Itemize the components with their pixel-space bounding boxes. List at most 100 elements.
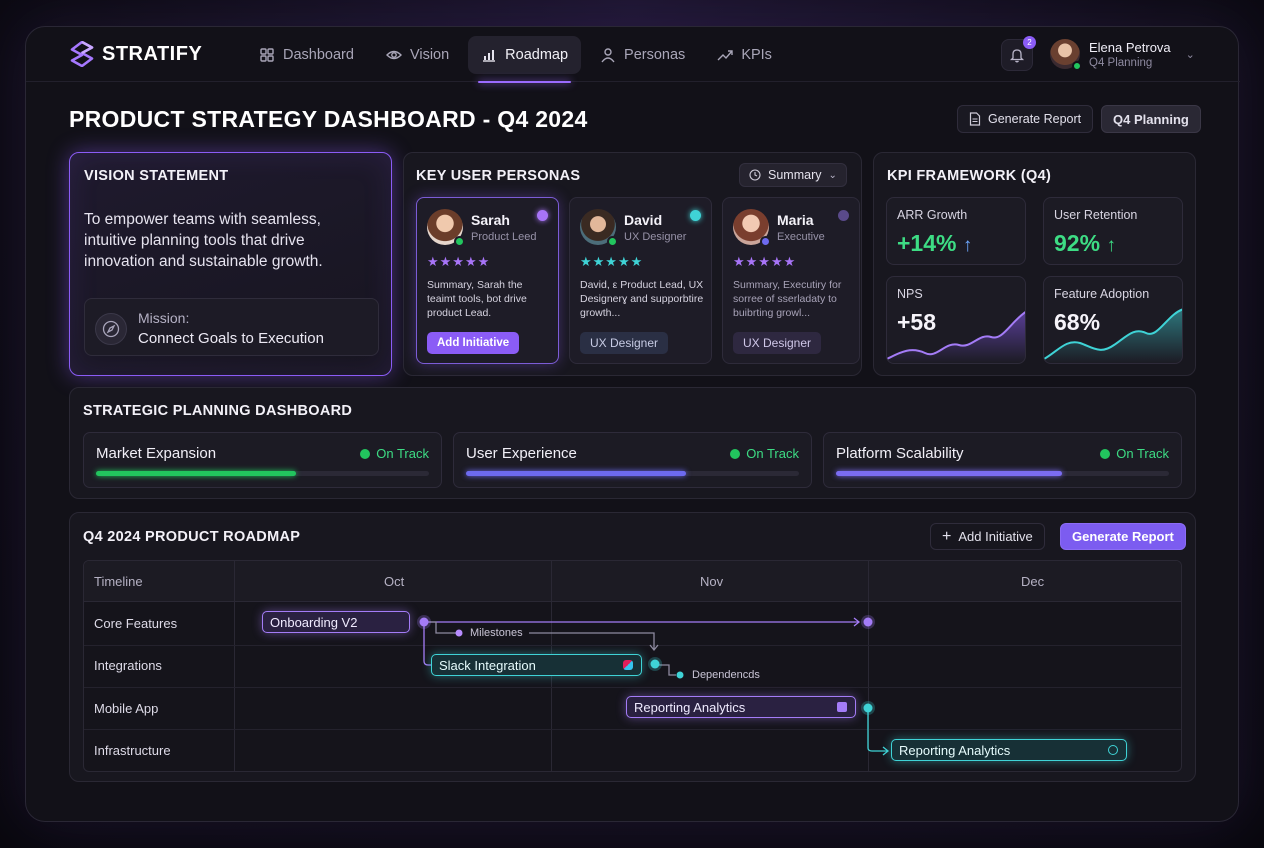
document-icon (969, 112, 981, 126)
roadmap-title: Q4 2024 PRODUCT ROADMAP (83, 529, 301, 545)
chevron-down-icon: ⌄ (828, 169, 837, 181)
eye-icon (385, 50, 402, 60)
persona-badge-icon (690, 210, 701, 221)
kpi-value-text: 92% (1054, 230, 1101, 256)
persona-summary: Summary, Executiry for sorree of sserlad… (733, 279, 842, 319)
chevron-down-icon: ⌄ (1185, 48, 1195, 61)
summary-dropdown[interactable]: Summary ⌄ (739, 163, 847, 187)
personas-card: KEY USER PERSONAS Summary ⌄ Sarah Produc… (403, 152, 862, 376)
roadmap-item-slack-integration[interactable]: Slack Integration (431, 654, 642, 676)
kpi-label: Feature Adoption (1054, 287, 1150, 301)
column-divider (868, 561, 869, 771)
nav-dashboard[interactable]: Dashboard (246, 36, 367, 74)
progress-fill (836, 471, 1063, 476)
persona-card-sarah[interactable]: Sarah Product Leed ★★★★★ Summary, Sarah … (416, 197, 559, 364)
app-window: STRATIFY Dashboard Vision Roadmap Person… (25, 26, 1240, 822)
row-label-integrations: Integrations (94, 658, 162, 673)
mission-label: Mission: (138, 310, 190, 326)
add-initiative-button[interactable]: Add Initiative (427, 332, 520, 354)
persona-card-david[interactable]: David UX Designer ★★★★★ David, ε Product… (569, 197, 712, 364)
kpi-label: ARR Growth (897, 208, 968, 222)
avatar (733, 209, 771, 247)
roadmap-timeline: Timeline Oct Nov Dec Core Features Integ… (83, 560, 1182, 772)
nav-label: KPIs (741, 47, 772, 63)
kpi-tile-nps[interactable]: NPS +58 (886, 276, 1026, 364)
logo[interactable]: STRATIFY (70, 41, 202, 67)
adoption-sparkline (1044, 308, 1182, 363)
notifications-button[interactable]: 2 (1001, 36, 1036, 71)
main-nav: Dashboard Vision Roadmap Personas KPIs (246, 36, 785, 83)
verified-icon (454, 236, 465, 247)
track-name: User Experience (466, 445, 577, 462)
nav-personas[interactable]: Personas (587, 36, 698, 74)
row-label-core-features: Core Features (94, 616, 178, 631)
generate-report-button[interactable]: Generate Report (1060, 523, 1186, 550)
chart-icon (483, 50, 496, 62)
mission-box: Mission: Connect Goals to Execution (84, 298, 379, 356)
online-status-icon (1072, 61, 1082, 71)
vision-card: VISION STATEMENT To empower teams with s… (69, 152, 392, 376)
add-initiative-button[interactable]: + Add Initiative (930, 523, 1045, 550)
roadmap-item-label: Onboarding V2 (270, 614, 358, 630)
kpi-card: KPI FRAMEWORK (Q4) ARR Growth +14% ↑ Use… (873, 152, 1196, 376)
arrow-up-icon: ↑ (1106, 235, 1116, 256)
kpi-value: +58 (897, 309, 937, 335)
user-role: Q4 Planning (1089, 56, 1153, 69)
persona-tag[interactable]: UX Designer (580, 332, 669, 354)
rating-stars: ★★★★★ (733, 254, 797, 269)
track-market-expansion[interactable]: Market Expansion On Track (83, 432, 442, 488)
q4-planning-button[interactable]: Q4 Planning (1101, 105, 1201, 133)
q4-planning-label: Q4 Planning (1113, 111, 1189, 127)
kpi-tile-user-retention[interactable]: User Retention 92% ↑ (1043, 197, 1183, 265)
roadmap-item-reporting-analytics-infra[interactable]: Reporting Analytics (891, 739, 1127, 761)
rating-stars: ★★★★★ (427, 254, 491, 269)
nav-label: Dashboard (283, 47, 354, 63)
progress-bar (466, 471, 799, 476)
kpi-value-text: +14% (897, 230, 957, 256)
progress-bar (836, 471, 1169, 476)
persona-role: Product Leed (471, 231, 537, 243)
track-name: Market Expansion (96, 445, 217, 462)
row-divider (84, 729, 1181, 730)
status-badge: On Track (1100, 446, 1169, 461)
kpi-title: KPI FRAMEWORK (Q4) (887, 168, 1052, 184)
roadmap-item-label: Reporting Analytics (634, 699, 746, 715)
status-badge: On Track (730, 446, 799, 461)
user-menu[interactable]: Elena Petrova Q4 Planning ⌄ (1050, 39, 1195, 71)
status-badge: On Track (360, 446, 429, 461)
clock-icon (749, 169, 761, 181)
persona-badge-icon (537, 210, 548, 221)
nav-vision[interactable]: Vision (373, 36, 462, 74)
nav-label: Roadmap (505, 47, 569, 63)
roadmap-item-label: Slack Integration (439, 657, 536, 673)
kpi-label: User Retention (1054, 208, 1138, 222)
roadmap-item-label: Reporting Analytics (899, 742, 1011, 758)
stratify-logo-icon (70, 41, 94, 67)
dependencies-annotation: Dependencds (692, 669, 760, 681)
persona-role: Executive (777, 231, 825, 243)
persona-card-maria[interactable]: Maria Executive ★★★★★ Summary, Executiry… (722, 197, 860, 364)
kpi-value: 68% (1054, 309, 1101, 335)
track-user-experience[interactable]: User Experience On Track (453, 432, 812, 488)
progress-fill (466, 471, 686, 476)
nav-roadmap[interactable]: Roadmap (468, 36, 582, 83)
persona-tag[interactable]: UX Designer (733, 332, 822, 354)
progress-fill (96, 471, 296, 476)
kpi-tile-arr-growth[interactable]: ARR Growth +14% ↑ (886, 197, 1026, 265)
roadmap-card: Q4 2024 PRODUCT ROADMAP + Add Initiative… (69, 512, 1196, 782)
column-divider (234, 561, 235, 771)
square-icon (837, 702, 847, 712)
track-platform-scalability[interactable]: Platform Scalability On Track (823, 432, 1182, 488)
generate-report-label: Generate Report (988, 112, 1082, 126)
kpi-tile-feature-adoption[interactable]: Feature Adoption 68% (1043, 276, 1183, 364)
kpi-label: NPS (897, 287, 923, 301)
nav-kpis[interactable]: KPIs (704, 36, 785, 74)
roadmap-item-reporting-analytics-mobile[interactable]: Reporting Analytics (626, 696, 856, 718)
month-dec: Dec (1021, 574, 1045, 589)
arrow-up-icon: ↑ (962, 235, 973, 256)
check-circle-icon (360, 448, 371, 459)
roadmap-item-onboarding-v2[interactable]: Onboarding V2 (262, 611, 410, 633)
generate-report-button[interactable]: Generate Report (957, 105, 1094, 133)
personas-title: KEY USER PERSONAS (416, 168, 581, 184)
summary-dropdown-value: Summary (768, 168, 822, 182)
